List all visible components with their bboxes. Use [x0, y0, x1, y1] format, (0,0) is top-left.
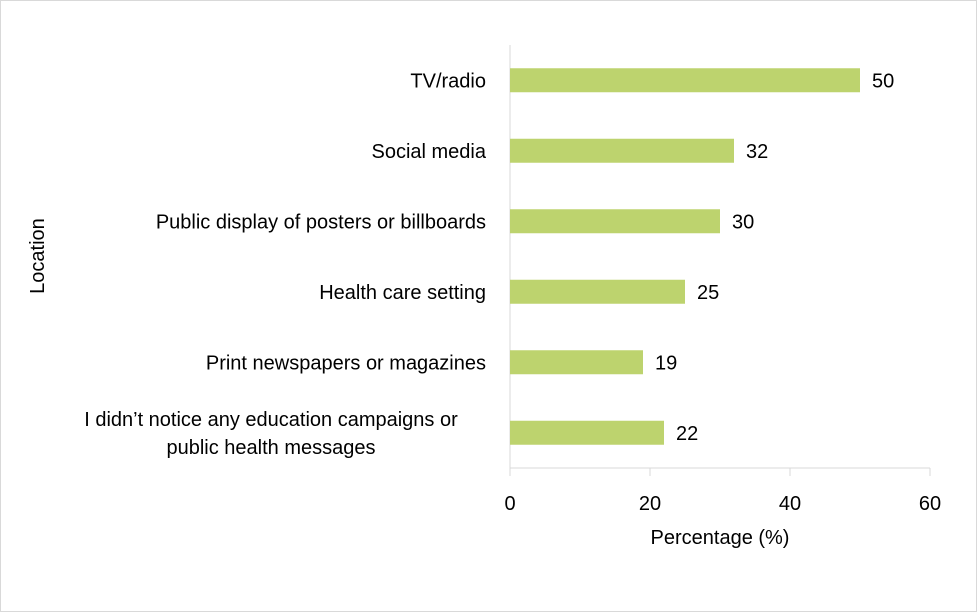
bar	[510, 420, 664, 445]
x-tick-label: 40	[779, 493, 801, 515]
x-tick-label: 60	[919, 493, 941, 515]
bar	[510, 68, 860, 93]
bar	[510, 209, 720, 234]
x-axis-title: Percentage (%)	[651, 527, 790, 549]
category-label: Health care setting	[319, 282, 486, 304]
category-label: Social media	[371, 141, 486, 163]
category-label: Public display of posters or billboards	[156, 211, 486, 233]
x-tick-label: 0	[504, 493, 515, 515]
data-label: 50	[872, 70, 894, 92]
y-axis-title: Location	[27, 218, 49, 294]
bar	[510, 279, 685, 304]
bar	[510, 350, 643, 375]
x-tick-label: 20	[639, 493, 661, 515]
data-label: 22	[676, 423, 698, 445]
data-label: 25	[697, 282, 719, 304]
category-label: I didn’t notice any education campaigns …	[84, 409, 458, 459]
category-label: Print newspapers or magazines	[206, 352, 486, 374]
data-label: 30	[732, 211, 754, 233]
data-label: 19	[655, 352, 677, 374]
category-label: TV/radio	[410, 70, 486, 92]
bar	[510, 138, 734, 163]
data-label: 32	[746, 141, 768, 163]
